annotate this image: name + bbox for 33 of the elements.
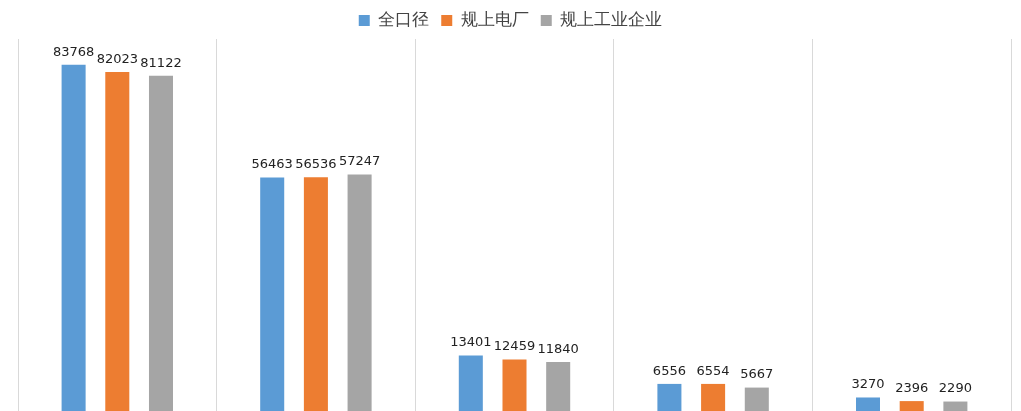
data-label: 12459: [493, 338, 536, 354]
legend-label: 规上电厂: [460, 8, 529, 29]
data-label: 83768: [52, 43, 95, 59]
legend-label: 全口径: [378, 8, 430, 29]
bar: [899, 401, 924, 411]
bar: [260, 177, 285, 411]
bar: [303, 177, 328, 411]
data-label: 13401: [450, 334, 492, 350]
data-label: 57247: [338, 153, 381, 169]
legend-label: 规上工业企业: [560, 8, 663, 29]
bar: [502, 359, 527, 411]
bar: [458, 355, 483, 411]
data-label: 2396: [895, 379, 929, 395]
data-label: 5667: [740, 366, 774, 382]
bar: [943, 401, 968, 411]
data-label: 3270: [851, 376, 885, 392]
bar: [105, 71, 130, 411]
data-label: 2290: [938, 380, 972, 396]
data-label: 81122: [140, 54, 182, 70]
bar: [61, 64, 86, 411]
data-label: 6556: [652, 362, 686, 378]
bar: [546, 362, 571, 411]
data-label: 11840: [537, 340, 579, 356]
bar: [701, 383, 726, 411]
bar: [744, 387, 769, 411]
data-label: 56536: [295, 156, 337, 172]
data-label: 56463: [251, 156, 293, 172]
bar: [148, 75, 174, 411]
bar: [657, 383, 682, 411]
bar: [347, 174, 372, 411]
bar: [855, 397, 881, 411]
data-label: 82023: [96, 50, 138, 66]
data-label: 6554: [696, 362, 730, 378]
